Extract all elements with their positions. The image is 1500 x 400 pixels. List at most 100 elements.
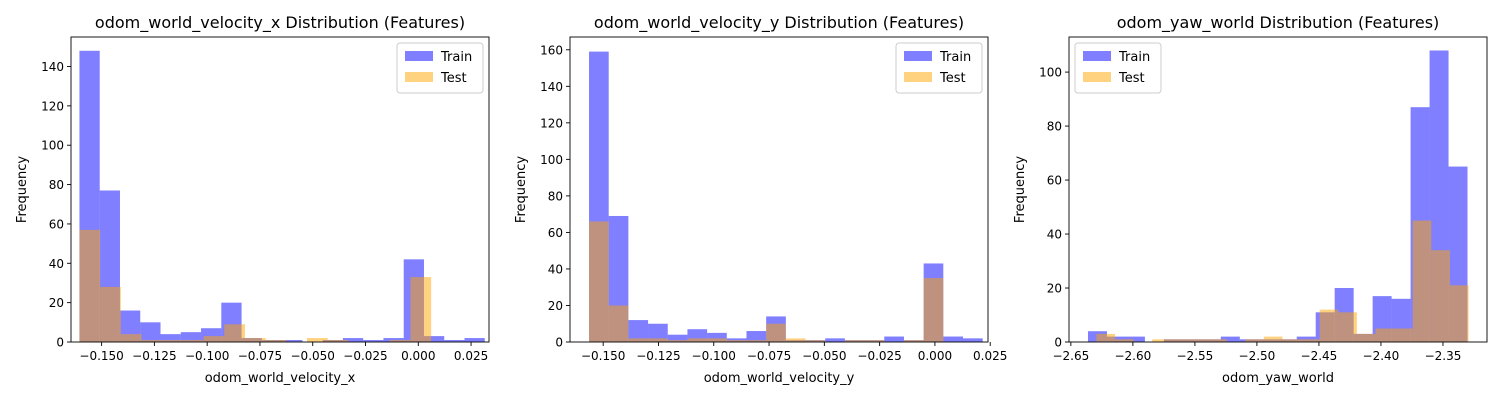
x-tick-label: 0.000 [401, 349, 435, 363]
x-tick-label: −0.025 [343, 349, 387, 363]
bar-test-14 [1356, 333, 1376, 342]
bar-test-3 [1152, 339, 1171, 342]
bar-train-3 [140, 322, 161, 342]
bar-train-19 [963, 338, 983, 342]
legend-swatch-train [1083, 51, 1111, 61]
bar-test-4 [1170, 339, 1190, 342]
bar-test-4 [162, 340, 183, 342]
legend-label-train: Train [1118, 50, 1150, 65]
x-tick-label: −0.100 [692, 349, 736, 363]
y-tick-label: 0 [555, 336, 563, 350]
legend-swatch-train [904, 51, 932, 61]
bar-test-3 [648, 338, 668, 342]
bar-test-7 [224, 324, 245, 342]
x-tick-label: −2.45 [1301, 349, 1338, 363]
bar-train-19 [464, 338, 485, 342]
bar-test-14 [864, 340, 885, 342]
bar-test-1 [100, 286, 121, 342]
series-test [589, 221, 944, 342]
x-tick-label: −2.35 [1425, 349, 1462, 363]
bar-train-2 [1125, 336, 1145, 342]
bar-test-17 [1412, 220, 1432, 342]
bar-test-8 [1245, 339, 1264, 342]
bar-train-4 [160, 334, 181, 342]
x-tick-label: −0.125 [636, 349, 680, 363]
y-axis-label: Frequency [514, 156, 529, 223]
axes-frame [569, 36, 989, 343]
x-tick-label: −2.60 [1114, 349, 1151, 363]
legend-swatch-test [1083, 72, 1111, 82]
bar-test-6 [203, 336, 225, 342]
y-tick-label: 20 [548, 299, 563, 313]
bar-train-4 [667, 334, 688, 342]
bar-test-6 [1208, 339, 1227, 342]
y-tick-label: 140 [41, 60, 64, 74]
bar-test-8 [746, 340, 767, 342]
bar-test-2 [628, 338, 649, 342]
bar-train-2 [628, 320, 649, 342]
x-tick-label: −0.075 [747, 349, 791, 363]
bar-test-6 [707, 338, 727, 342]
bar-test-12 [327, 340, 349, 342]
bar-test-4 [667, 340, 688, 342]
chart-panel-3: −2.65 −2.60 −2.55 −2.50 −2.45 −2.40 −2.35 0 20 40… [1013, 13, 1488, 386]
y-tick-label: 80 [1047, 120, 1062, 134]
chart-title: odom_yaw_world Distribution (Features) [1117, 13, 1440, 33]
bar-train-10 [282, 340, 303, 342]
legend: Train Test [396, 42, 484, 94]
bar-train-18 [444, 340, 465, 342]
y-tick-label: 120 [41, 99, 64, 113]
bar-test-12 [1319, 309, 1339, 342]
chart-title: odom_world_velocity_y Distribution (Feat… [594, 13, 964, 33]
legend: Train Test [1074, 42, 1162, 94]
y-tick-label: 60 [1047, 174, 1062, 188]
x-tick-label: −0.025 [857, 349, 901, 363]
x-tick-label: 0.025 [454, 349, 488, 363]
legend-label-test: Test [440, 71, 467, 86]
bar-test-11 [805, 340, 826, 342]
x-tick-label: −2.55 [1177, 349, 1214, 363]
y-tick-label: 100 [540, 153, 563, 167]
x-tick-label: 0.025 [973, 349, 1007, 363]
bar-test-5 [1189, 339, 1209, 342]
x-axis-label: odom_yaw_world [1222, 371, 1334, 386]
x-tick-label: −0.100 [185, 349, 229, 363]
bar-test-0 [1096, 333, 1116, 342]
bar-test-13 [1338, 312, 1357, 342]
legend-label-test: Test [939, 71, 966, 86]
y-axis-label: Frequency [15, 156, 30, 223]
x-tick-label: −2.40 [1363, 349, 1400, 363]
bar-train-7 [1220, 336, 1240, 342]
bar-test-8 [244, 338, 266, 342]
bar-train-18 [943, 336, 964, 342]
y-tick-label: 80 [548, 189, 563, 203]
bar-test-15 [389, 340, 411, 342]
y-tick-label: 20 [49, 296, 64, 310]
x-tick-label: 0.000 [918, 349, 952, 363]
bar-test-9 [766, 323, 786, 342]
bar-test-0 [79, 229, 101, 342]
y-tick-label: 20 [1047, 282, 1062, 296]
legend-swatch-test [405, 72, 433, 82]
x-tick-label: −0.125 [132, 349, 176, 363]
x-tick-label: −0.050 [291, 349, 335, 363]
legend-label-train: Train [440, 50, 472, 65]
y-tick-label: 120 [540, 116, 563, 130]
y-axis-label: Frequency [1013, 156, 1028, 223]
bar-train-12 [825, 338, 845, 342]
bar-test-3 [141, 340, 163, 342]
legend-label-train: Train [939, 50, 971, 65]
bar-test-15 [1375, 328, 1395, 342]
x-tick-label: −0.075 [238, 349, 282, 363]
x-tick-label: −2.50 [1239, 349, 1276, 363]
bar-test-16 [903, 340, 924, 342]
bar-test-1 [1115, 339, 1134, 342]
bar-train-5 [180, 332, 202, 342]
legend-label-test: Test [1118, 71, 1145, 86]
series-test [79, 229, 432, 342]
x-tick-label: −2.65 [1052, 349, 1089, 363]
y-tick-label: 60 [49, 217, 64, 231]
x-tick-label: −0.050 [802, 349, 846, 363]
legend-swatch-train [405, 51, 433, 61]
bar-test-10 [785, 338, 806, 342]
